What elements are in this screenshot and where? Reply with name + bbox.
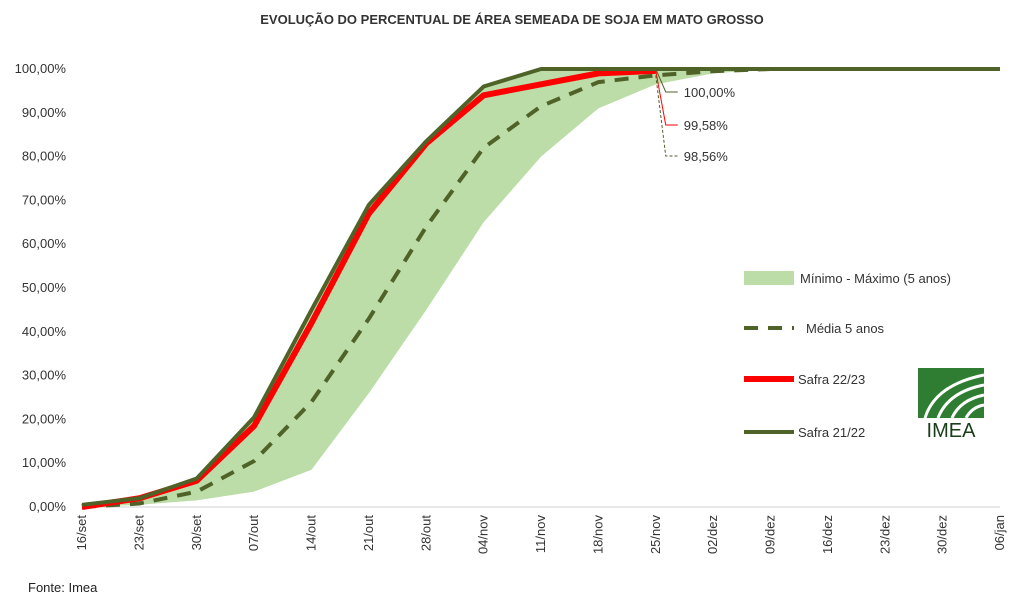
x-tick-label: 23/dez (877, 515, 892, 554)
x-tick-label: 28/out (418, 515, 433, 552)
y-tick-label: 10,00% (22, 455, 67, 470)
x-tick-label: 11/nov (533, 515, 548, 554)
x-tick-label: 30/dez (935, 515, 950, 554)
y-tick-label: 20,00% (22, 411, 67, 426)
legend-label: Média 5 anos (806, 321, 885, 336)
x-tick-label: 07/out (246, 515, 261, 552)
legend: Mínimo - Máximo (5 anos) Média 5 anos Safr… (744, 271, 951, 440)
y-tick-label: 40,00% (22, 324, 67, 339)
x-tick-label: 14/out (304, 515, 319, 552)
x-tick-label: 06/jan (992, 515, 1007, 550)
y-tick-label: 30,00% (22, 368, 67, 383)
x-tick-label: 04/nov (476, 515, 491, 555)
annotation-label: 98,56% (684, 149, 729, 164)
x-tick-label: 09/dez (763, 515, 778, 554)
annotation-leader (655, 68, 678, 93)
x-tick-label: 16/dez (820, 515, 835, 554)
x-tick-label: 02/dez (705, 515, 720, 554)
y-tick-label: 90,00% (22, 105, 67, 120)
series-line (81, 67, 1000, 507)
x-tick-label: 18/nov (590, 515, 605, 555)
legend-swatch (744, 271, 794, 285)
x-tick-label: 21/out (361, 515, 376, 552)
imea-logo: IMEA (918, 368, 985, 442)
source-note: Fonte: Imea (28, 580, 98, 595)
x-tick-label: 30/set (189, 515, 204, 551)
legend-label: Safra 22/23 (798, 372, 865, 387)
y-tick-label: 100,00% (15, 61, 67, 76)
x-tick-label: 25/nov (648, 515, 663, 555)
legend-label: Safra 21/22 (798, 425, 865, 440)
y-tick-label: 80,00% (22, 149, 67, 164)
annotation-label: 99,58% (684, 118, 729, 133)
y-tick-label: 50,00% (22, 280, 67, 295)
legend-label: Mínimo - Máximo (5 anos) (800, 271, 951, 286)
y-tick-label: 70,00% (22, 192, 67, 207)
y-tick-label: 0,00% (29, 499, 66, 514)
svg-text:IMEA: IMEA (927, 420, 977, 442)
x-tick-label: 23/set (131, 515, 146, 551)
min-max-band (82, 69, 1000, 507)
y-tick-label: 60,00% (22, 236, 67, 251)
x-tick-label: 16/set (74, 515, 89, 551)
annotation-label: 100,00% (684, 85, 736, 100)
annotation-leader (655, 70, 678, 126)
annotation-leader (655, 75, 678, 157)
chart-title: EVOLUÇÃO DO PERCENTUAL DE ÁREA SEMEADA D… (260, 12, 763, 27)
